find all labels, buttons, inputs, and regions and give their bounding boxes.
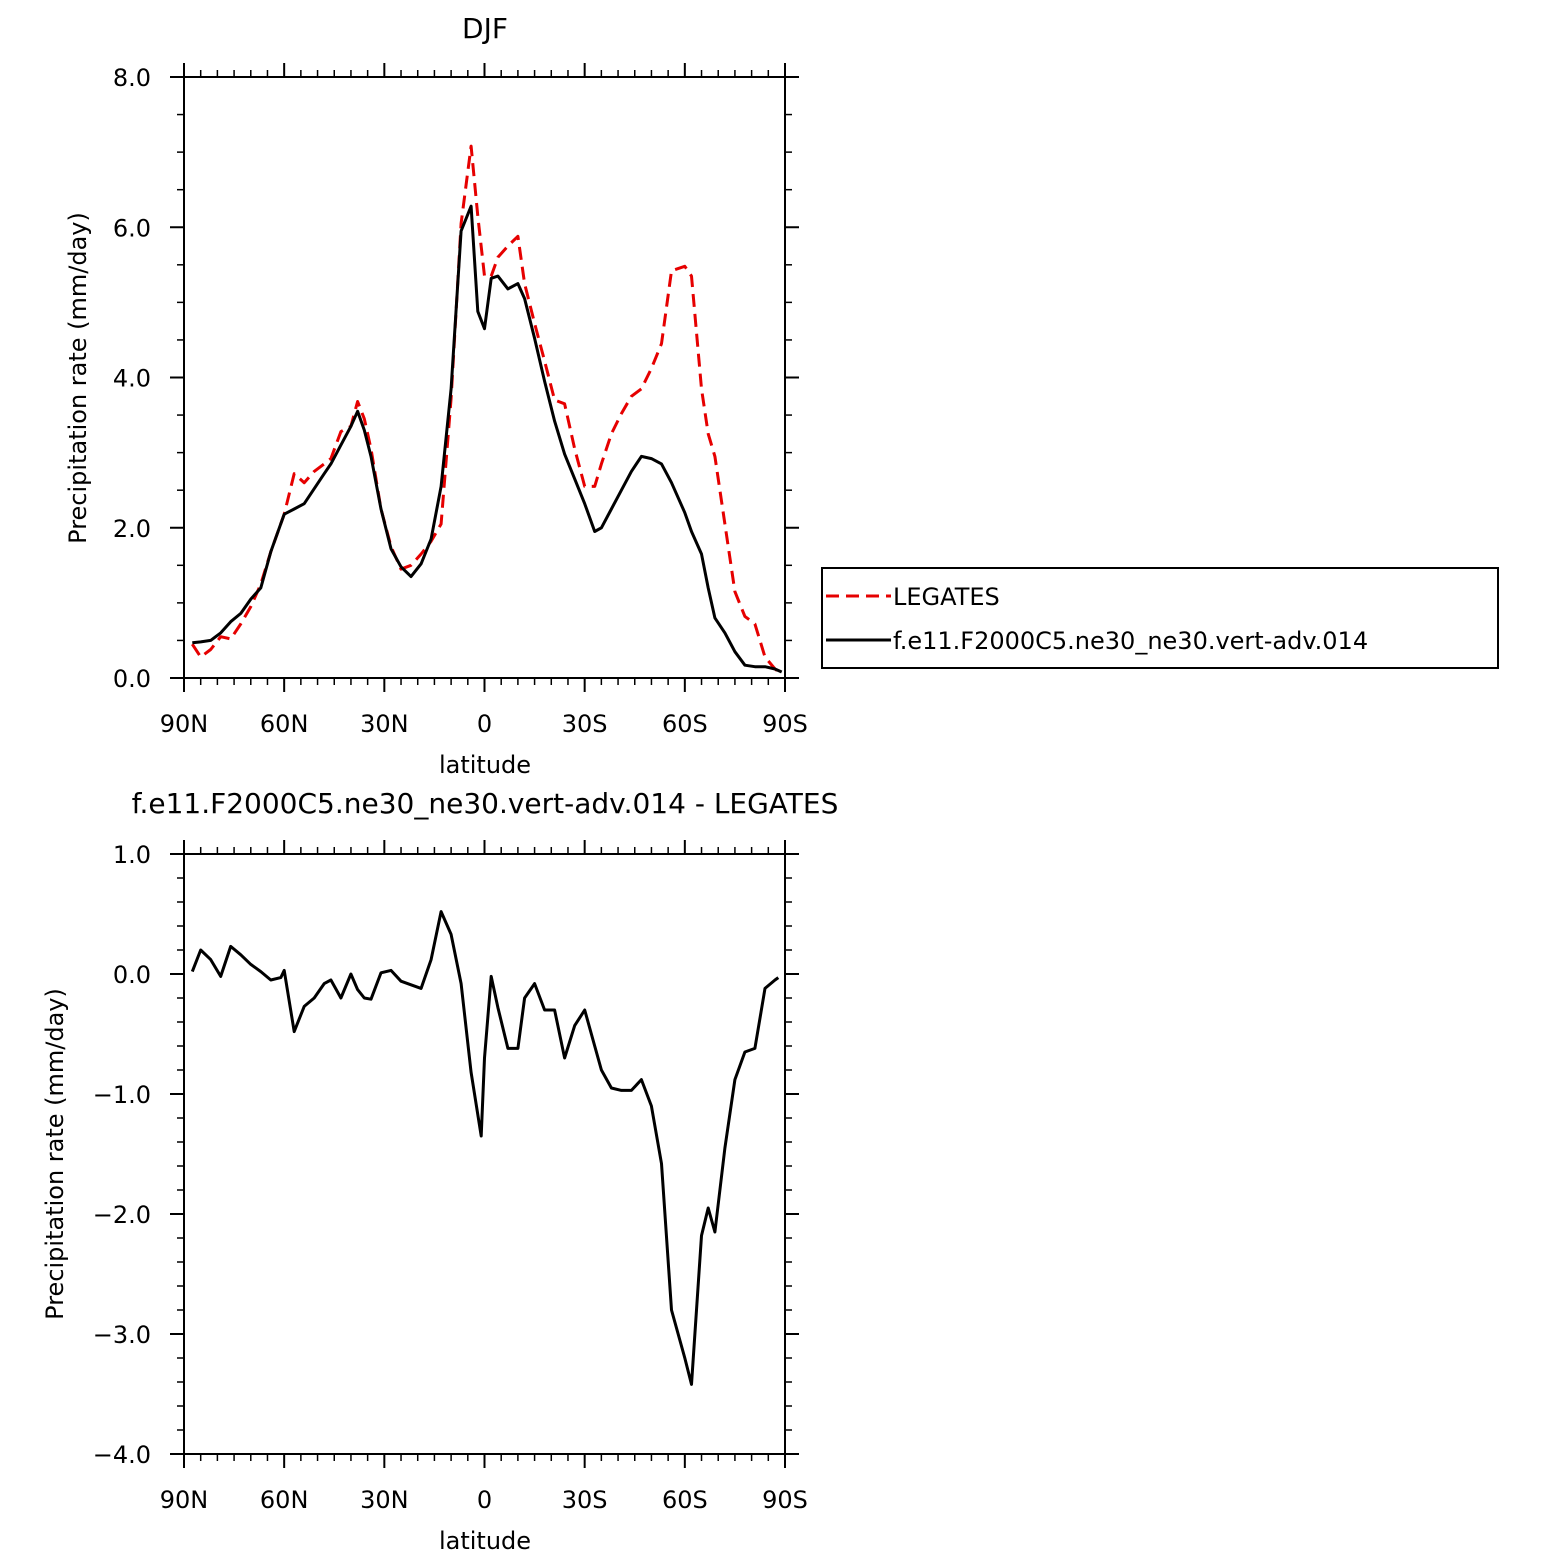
bottom-x-tick-label: 30N bbox=[360, 1486, 409, 1514]
top-y-tick-label: 2.0 bbox=[113, 515, 151, 543]
bottom-x-tick-label: 30S bbox=[562, 1486, 608, 1514]
bottom-y-tick-label: −3.0 bbox=[93, 1321, 151, 1349]
bottom-plot-frame bbox=[183, 853, 786, 1455]
bottom-y-tick-label: −1.0 bbox=[93, 1081, 151, 1109]
bottom-panel: f.e11.F2000C5.ne30_ne30.vert-adv.014 - L… bbox=[41, 787, 838, 1555]
top-y-tick-label: 6.0 bbox=[113, 214, 151, 242]
top-x-tick-label: 90S bbox=[762, 710, 808, 738]
top-x-tick-label: 30N bbox=[360, 710, 409, 738]
bottom-plot-area bbox=[190, 910, 780, 1386]
bottom-x-tick-label: 90S bbox=[762, 1486, 808, 1514]
top-plot-title: DJF bbox=[462, 12, 508, 45]
top-y-axis-title: Precipitation rate (mm/day) bbox=[64, 212, 92, 544]
bottom-plot-title: f.e11.F2000C5.ne30_ne30.vert-adv.014 - L… bbox=[132, 787, 839, 820]
bottom-y-tick-label: 0.0 bbox=[113, 961, 151, 989]
top-x-tick-label: 30S bbox=[562, 710, 608, 738]
top-axes: 90N 60N 30N 0 30S 60S 90S 0.0 2.0 4.0 6.0 8.0 bbox=[113, 63, 808, 738]
legend-label-legates: LEGATES bbox=[893, 583, 1000, 611]
top-x-axis-title: latitude bbox=[439, 751, 531, 779]
bottom-y-tick-label: 1.0 bbox=[113, 841, 151, 869]
top-y-tick-label: 0.0 bbox=[113, 665, 151, 693]
bottom-y-axis-title: Precipitation rate (mm/day) bbox=[41, 988, 69, 1320]
top-x-tick-label: 60N bbox=[260, 710, 309, 738]
bottom-x-tick-label: 60S bbox=[662, 1486, 708, 1514]
top-x-tick-label: 90N bbox=[160, 710, 209, 738]
bottom-series-line-solid bbox=[190, 910, 780, 1386]
bottom-x-tick-label: 0 bbox=[477, 1486, 492, 1514]
top-x-tick-label: 0 bbox=[477, 710, 492, 738]
bottom-axes: 90N 60N 30N 0 30S 60S 90S 1.0 0.0 −1.0 −2.0 −3.0 −4.… bbox=[93, 840, 808, 1514]
legend-label-model: f.e11.F2000C5.ne30_ne30.vert-adv.014 bbox=[893, 627, 1368, 655]
top-series-line-legates bbox=[191, 144, 783, 676]
bottom-x-tick-label: 60N bbox=[260, 1486, 309, 1514]
top-plot-frame bbox=[183, 76, 786, 679]
bottom-x-axis-title: latitude bbox=[439, 1527, 531, 1555]
top-y-tick-label: 8.0 bbox=[113, 64, 151, 92]
top-series-line-solid bbox=[192, 204, 783, 674]
top-y-tick-label: 4.0 bbox=[113, 365, 151, 393]
bottom-x-tick-label: 90N bbox=[160, 1486, 209, 1514]
bottom-y-tick-label: −2.0 bbox=[93, 1201, 151, 1229]
top-legend: LEGATES f.e11.F2000C5.ne30_ne30.vert-adv… bbox=[821, 567, 1499, 669]
top-panel: DJF Precipitation rate (mm/day) latitude… bbox=[64, 12, 1499, 779]
top-plot-area bbox=[191, 144, 783, 676]
top-x-tick-label: 60S bbox=[662, 710, 708, 738]
legend-box bbox=[821, 567, 1499, 669]
bottom-y-tick-label: −4.0 bbox=[93, 1441, 151, 1469]
